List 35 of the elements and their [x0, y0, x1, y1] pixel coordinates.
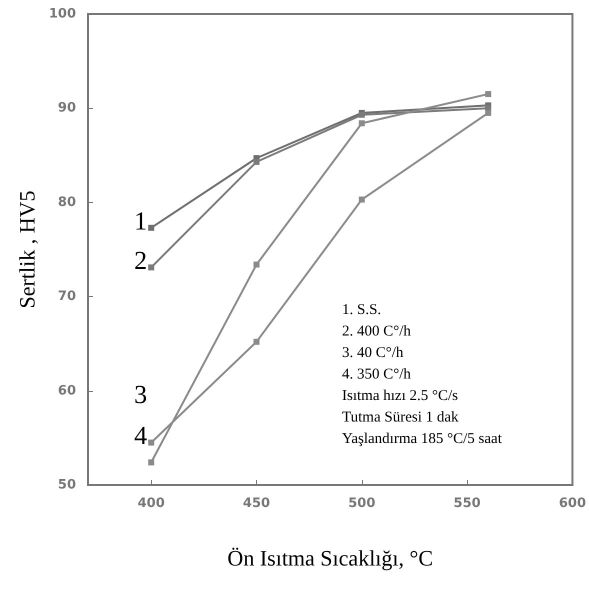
annotation: 2: [134, 246, 148, 275]
annotation: 1: [134, 206, 148, 236]
point: [254, 338, 260, 345]
point: [358, 120, 365, 126]
annotation: 2. 400 C°/h: [342, 324, 412, 340]
x-tick-label: 400: [138, 496, 165, 511]
x-tick-label: 450: [242, 496, 270, 511]
y-tick-label: 80: [58, 194, 76, 210]
point: [485, 110, 492, 116]
annotation: Yaşlandırma 185 °C/5 saat: [342, 431, 503, 447]
y-tick-label: 90: [58, 100, 76, 116]
y-tick-label: 50: [58, 478, 76, 492]
point: [358, 196, 365, 203]
annotation: 4: [134, 421, 148, 450]
y-tick-label: 60: [58, 383, 76, 398]
y-tick-label: 70: [58, 289, 76, 304]
point: [254, 262, 260, 268]
annotation: Isıtma hızı 2.5 °C/s: [342, 388, 458, 404]
x-tick-label: 550: [454, 496, 481, 511]
annotation: Tutma Süresi 1 dak: [342, 410, 460, 426]
point: [148, 440, 154, 446]
point: [148, 459, 154, 466]
y-axis-title: Sertlik , HV5: [14, 190, 40, 308]
y-tick-label: 100: [48, 6, 76, 22]
point: [254, 158, 260, 165]
x-tick-label: 600: [558, 496, 586, 511]
point: [485, 91, 492, 98]
x-axis-title: Ön Isıtma Sıcaklığı, °C: [227, 546, 433, 570]
annotation: 3: [134, 380, 148, 409]
annotation: 1. S.S.: [342, 302, 382, 318]
annotation: 4. 350 C°/h: [342, 366, 412, 382]
x-tick-label: 500: [348, 496, 376, 511]
annotation: 3. 40 C°/h: [342, 345, 404, 361]
point: [148, 224, 154, 231]
point: [148, 264, 154, 270]
